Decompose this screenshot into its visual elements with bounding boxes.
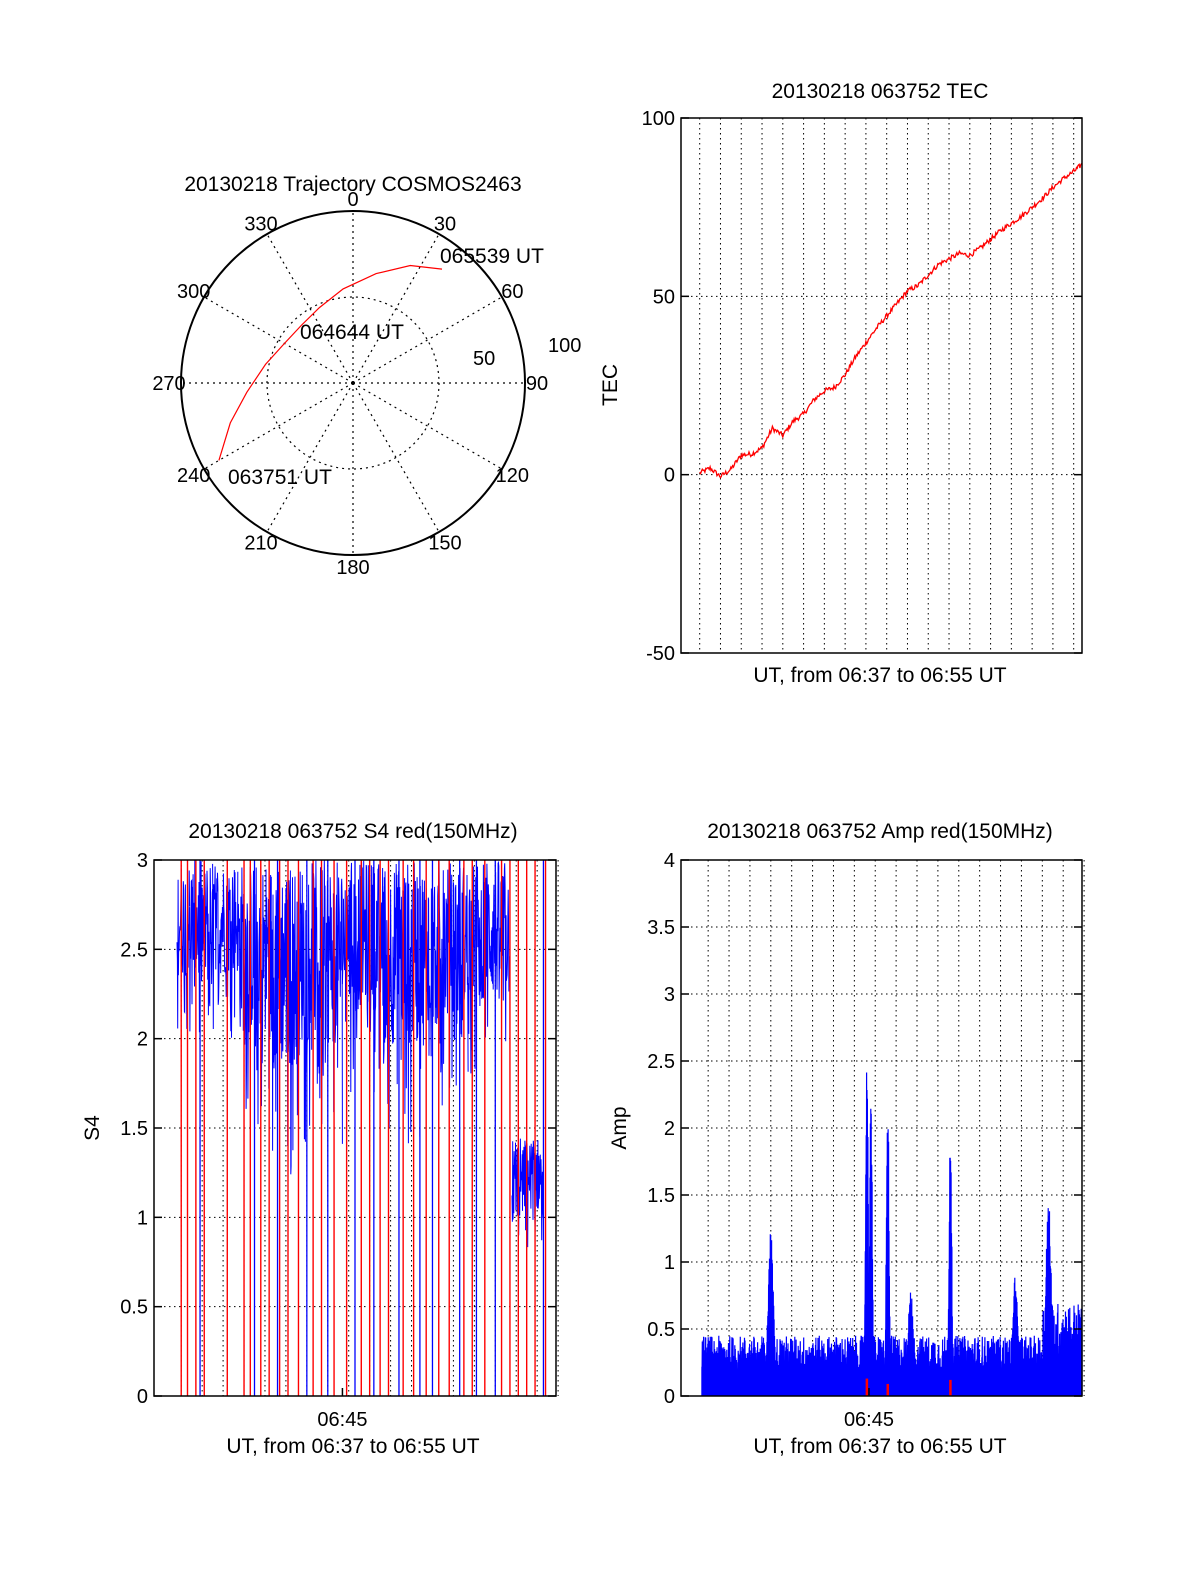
tec-series-line xyxy=(699,162,1083,479)
polar-angle-tick-300: 300 xyxy=(177,281,210,303)
trajectory-start-label: 063751 UT xyxy=(228,466,332,489)
s4-x-axis-label: UT, from 06:37 to 06:55 UT xyxy=(226,1435,479,1458)
amp-ytick-label-1.5: 1.5 xyxy=(647,1185,675,1207)
polar-angle-tick-90: 90 xyxy=(526,373,548,395)
trajectory-title: 20130218 Trajectory COSMOS2463 xyxy=(184,173,521,196)
polar-radial-tick-50: 50 xyxy=(473,348,495,370)
s4-blue-series xyxy=(176,860,545,1396)
trajectory-track xyxy=(218,264,443,461)
amp-plot: 20130218 063752 Amp red(150MHz) 0 0.5 1 1.5… xyxy=(608,820,1085,1458)
tec-ytick-label-50: 50 xyxy=(653,286,675,308)
tec-plot-frame xyxy=(680,117,1083,654)
s4-blue-segment-9 xyxy=(467,860,511,1074)
s4-x-tick-0645: 06:45 xyxy=(317,1409,367,1431)
tec-ytick-label-0: 0 xyxy=(664,465,675,487)
amp-ytick-label-0: 0 xyxy=(664,1386,675,1408)
polar-spoke-60 xyxy=(352,296,503,384)
s4-ytick-label-2: 2 xyxy=(137,1029,148,1051)
polar-angle-tick-210: 210 xyxy=(244,532,277,554)
s4-blue-segment-10 xyxy=(511,1138,544,1248)
amp-grid xyxy=(681,860,1085,1396)
s4-title: 20130218 063752 S4 red(150MHz) xyxy=(188,820,517,843)
amp-ytick-label-3: 3 xyxy=(664,984,675,1006)
amp-y-axis-label: Amp xyxy=(608,1106,631,1149)
s4-blue-segment-1 xyxy=(189,860,214,1033)
s4-ytick-label-2.5: 2.5 xyxy=(120,939,148,961)
amp-ytick-label-2: 2 xyxy=(664,1118,675,1140)
amp-ytick-label-1: 1 xyxy=(664,1252,675,1274)
polar-angle-tick-60: 60 xyxy=(501,281,523,303)
polar-spoke-330 xyxy=(266,233,354,384)
polar-angle-tick-330: 330 xyxy=(244,214,277,236)
polar-outer-circle xyxy=(180,210,526,556)
tec-y-axis-label: TEC xyxy=(599,364,622,406)
polar-spoke-30 xyxy=(352,233,440,384)
tec-ytick-label-100: 100 xyxy=(642,108,675,130)
polar-angle-tick-180: 180 xyxy=(336,557,369,579)
trajectory-end-label: 065539 UT xyxy=(440,245,544,268)
s4-blue-segment-2 xyxy=(212,863,239,1038)
polar-spoke-300 xyxy=(203,296,354,384)
s4-ytick-label-1.5: 1.5 xyxy=(120,1118,148,1140)
amp-ytick-label-4: 4 xyxy=(664,850,675,872)
polar-spoke-210 xyxy=(266,382,354,533)
polar-angle-tick-30: 30 xyxy=(434,214,456,236)
tec-grid xyxy=(681,118,1082,653)
s4-blue-segment-7 xyxy=(383,862,427,1144)
amp-blue-trace xyxy=(701,1072,1083,1397)
amp-y-ticks: 0 0.5 1 1.5 2 2.5 3 3.5 4 xyxy=(647,850,1082,1408)
s4-ytick-label-1: 1 xyxy=(137,1207,148,1229)
s4-blue-segment-8 xyxy=(425,861,469,1106)
tec-ytick-label--50: -50 xyxy=(646,643,675,665)
tec-y-ticks: -50 0 50 100 xyxy=(642,108,1082,665)
tec-plot: 20130218 063752 TEC -50 0 50 100 UT, from 0… xyxy=(599,80,1083,687)
amp-title: 20130218 063752 Amp red(150MHz) xyxy=(707,820,1053,843)
polar-spoke-150 xyxy=(352,382,440,533)
polar-angle-tick-120: 120 xyxy=(496,465,529,487)
amp-red-series xyxy=(865,1378,952,1396)
s4-blue-segment-4 xyxy=(270,866,302,1175)
polar-angle-tick-240: 240 xyxy=(177,465,210,487)
amp-ytick-label-0.5: 0.5 xyxy=(647,1319,675,1341)
polar-angle-tick-150: 150 xyxy=(428,532,461,554)
s4-y-ticks: 0 0.5 1 1.5 2 2.5 3 xyxy=(120,850,556,1408)
amp-ytick-label-2.5: 2.5 xyxy=(647,1051,675,1073)
tec-x-axis-label: UT, from 06:37 to 06:55 UT xyxy=(753,664,1006,687)
polar-spoke-240 xyxy=(203,382,354,470)
amp-ytick-label-3.5: 3.5 xyxy=(647,917,675,939)
amp-x-axis-label: UT, from 06:37 to 06:55 UT xyxy=(753,1435,1006,1458)
amp-blue-series xyxy=(701,1072,1083,1397)
polar-grid xyxy=(181,211,525,555)
polar-angle-tick-0: 0 xyxy=(347,189,358,211)
s4-ytick-label-0: 0 xyxy=(137,1386,148,1408)
amp-x-tick-0645: 06:45 xyxy=(844,1409,894,1431)
s4-plot: 20130218 063752 S4 red(150MHz) 0 0.5 1 1.5 2… xyxy=(81,820,559,1458)
s4-red-series xyxy=(180,860,547,1396)
polar-radial-tick-100: 100 xyxy=(548,335,581,357)
polar-spoke-120 xyxy=(352,382,503,470)
polar-angle-ticks: 0 30 60 90 120 150 180 210 240 270 300 330 xyxy=(152,189,548,579)
s4-ytick-label-0.5: 0.5 xyxy=(120,1297,148,1319)
trajectory-mid-label: 064644 UT xyxy=(300,321,404,344)
tec-title: 20130218 063752 TEC xyxy=(772,80,989,103)
s4-y-axis-label: S4 xyxy=(81,1115,104,1141)
polar-angle-tick-270: 270 xyxy=(152,373,185,395)
trajectory-polar-plot: 20130218 Trajectory COSMOS2463 0 30 60 90 12… xyxy=(152,173,581,579)
s4-ytick-label-3: 3 xyxy=(137,850,148,872)
s4-blue-segment-6 xyxy=(341,860,385,1093)
